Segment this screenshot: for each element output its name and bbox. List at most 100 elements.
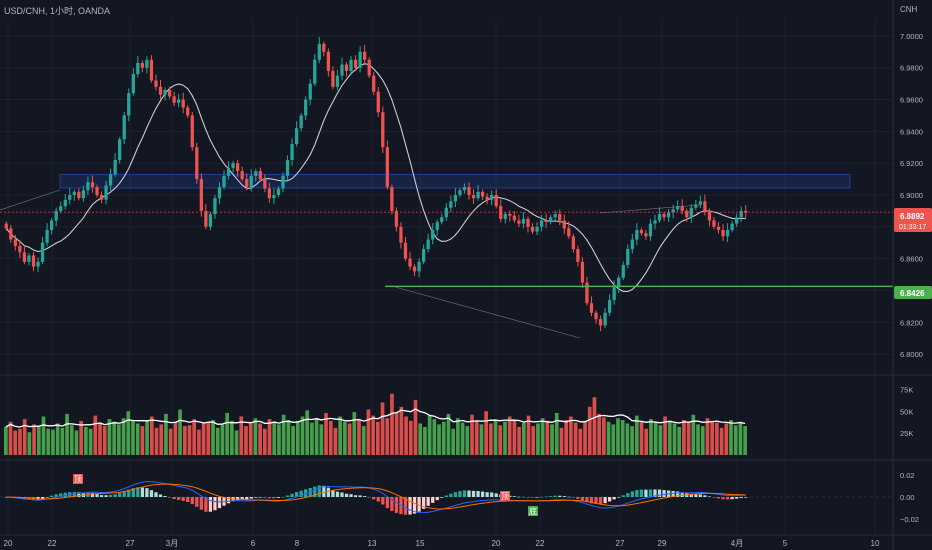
macd-histogram-bar bbox=[603, 497, 607, 504]
candle-body bbox=[598, 319, 603, 326]
candle-body bbox=[617, 277, 621, 288]
volume-bar bbox=[677, 427, 682, 455]
volume-bar bbox=[102, 426, 107, 455]
macd-histogram-bar bbox=[50, 495, 54, 497]
candle-body bbox=[272, 195, 276, 199]
volume-bar bbox=[611, 424, 616, 455]
candle-body bbox=[226, 167, 231, 176]
price-tick-label: 6.9600 bbox=[900, 96, 923, 105]
volume-bar bbox=[597, 413, 601, 455]
candle-body bbox=[589, 303, 594, 313]
volume-bar bbox=[385, 418, 390, 455]
macd-histogram-bar bbox=[149, 490, 154, 497]
candle-body bbox=[99, 195, 104, 200]
candle-body bbox=[471, 195, 476, 199]
candle-body bbox=[435, 222, 439, 230]
volume-bar bbox=[215, 427, 220, 455]
trend-line-right bbox=[599, 204, 701, 214]
macd-histogram-bar bbox=[172, 497, 176, 500]
macd-histogram-bar bbox=[45, 497, 49, 498]
volume-bar bbox=[253, 418, 258, 455]
candle-body bbox=[653, 220, 657, 224]
volume-bar bbox=[74, 430, 79, 455]
candle-body bbox=[344, 64, 349, 71]
macd-histogram-bar bbox=[440, 497, 444, 498]
volume-bar bbox=[644, 428, 649, 455]
macd-histogram-bar bbox=[689, 493, 693, 497]
volume-bar bbox=[267, 419, 272, 455]
volume-bar bbox=[592, 397, 597, 455]
macd-histogram-bar bbox=[90, 493, 95, 497]
macd-histogram-bar bbox=[204, 497, 208, 512]
macd-histogram-bar bbox=[240, 497, 244, 500]
candle-body bbox=[376, 91, 380, 113]
volume-bar bbox=[569, 416, 573, 455]
volume-bar bbox=[432, 419, 437, 455]
macd-histogram-bar bbox=[467, 490, 471, 497]
macd-histogram-bar bbox=[526, 497, 530, 498]
macd-histogram-bar bbox=[725, 497, 730, 500]
price-tick-label: 6.8600 bbox=[900, 255, 923, 264]
candle-body bbox=[77, 191, 81, 199]
volume-bar bbox=[672, 423, 677, 455]
candle-body bbox=[707, 210, 712, 221]
candle-body bbox=[390, 187, 394, 211]
candle-body bbox=[417, 261, 421, 272]
candle-body bbox=[372, 75, 376, 92]
candle-body bbox=[177, 99, 181, 103]
price-tick-label: 6.8200 bbox=[900, 318, 923, 327]
candle-body bbox=[154, 80, 158, 87]
volume-bar bbox=[517, 427, 521, 455]
volume-bar bbox=[686, 421, 691, 455]
candle-body bbox=[363, 51, 367, 60]
volume-bar bbox=[206, 422, 211, 455]
macd-tick-label: −0.02 bbox=[900, 515, 919, 524]
macd-histogram-bar bbox=[95, 494, 99, 497]
macd-histogram-bar bbox=[580, 497, 585, 501]
candle-body bbox=[276, 188, 281, 195]
volume-bar bbox=[696, 424, 700, 455]
candle-body bbox=[331, 70, 335, 87]
candle-body bbox=[408, 258, 412, 267]
candle-body bbox=[86, 182, 90, 191]
volume-tick-label: 50K bbox=[900, 407, 913, 416]
macd-histogram-bar bbox=[567, 496, 571, 498]
macd-histogram-bar bbox=[644, 489, 648, 497]
volume-bar bbox=[41, 416, 46, 455]
macd-histogram-bar bbox=[676, 491, 680, 497]
volume-bar bbox=[653, 422, 658, 455]
candle-body bbox=[453, 195, 458, 202]
macd-histogram-bar bbox=[471, 490, 476, 497]
macd-histogram-bar bbox=[671, 490, 675, 497]
macd-histogram-bar bbox=[512, 496, 516, 497]
macd-histogram-bar bbox=[621, 495, 625, 497]
volume-bar bbox=[88, 428, 93, 455]
volume-bar bbox=[559, 427, 564, 455]
volume-bar bbox=[667, 420, 672, 455]
volume-bar bbox=[587, 406, 592, 455]
time-tick-label: 13 bbox=[368, 539, 377, 548]
volume-bar bbox=[456, 418, 460, 455]
candle-body bbox=[68, 195, 72, 200]
candle-body bbox=[145, 59, 149, 68]
macd-histogram-bar bbox=[353, 495, 358, 497]
volume-average-line bbox=[5, 408, 746, 428]
candle-body bbox=[158, 86, 163, 95]
candle-body bbox=[317, 43, 321, 60]
volume-bar bbox=[13, 430, 18, 455]
volume-bar bbox=[380, 402, 385, 455]
bottom-signal-label: 底 bbox=[529, 506, 537, 516]
volume-bar bbox=[328, 420, 333, 455]
volume-bar bbox=[281, 414, 286, 455]
volume-bar bbox=[376, 421, 380, 455]
candle-body bbox=[558, 214, 562, 221]
candle-body bbox=[735, 217, 739, 224]
resistance-zone-layer bbox=[59, 173, 851, 189]
candle-body bbox=[666, 212, 671, 218]
volume-bar bbox=[437, 424, 441, 455]
macd-histogram-bar bbox=[403, 497, 408, 515]
candle-body bbox=[72, 191, 76, 195]
volume-bar bbox=[248, 422, 253, 455]
candle-body bbox=[480, 191, 485, 197]
